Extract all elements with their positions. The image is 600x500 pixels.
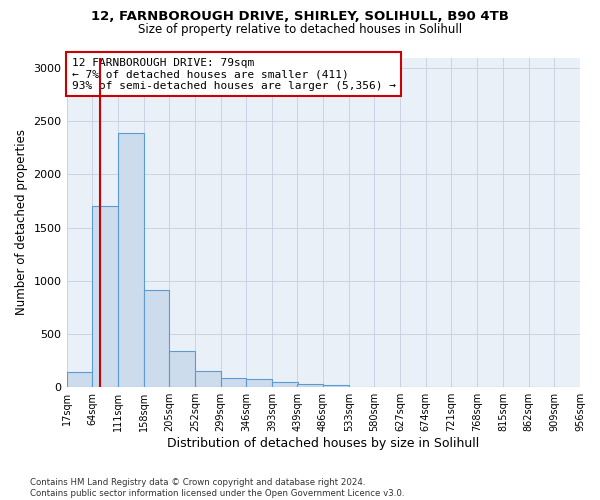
Text: 12, FARNBOROUGH DRIVE, SHIRLEY, SOLIHULL, B90 4TB: 12, FARNBOROUGH DRIVE, SHIRLEY, SOLIHULL… xyxy=(91,10,509,23)
Y-axis label: Number of detached properties: Number of detached properties xyxy=(15,130,28,316)
Text: Size of property relative to detached houses in Solihull: Size of property relative to detached ho… xyxy=(138,22,462,36)
X-axis label: Distribution of detached houses by size in Solihull: Distribution of detached houses by size … xyxy=(167,437,479,450)
Bar xyxy=(143,290,169,387)
Bar xyxy=(323,386,349,387)
Bar xyxy=(195,370,221,387)
Bar xyxy=(297,384,323,387)
Bar xyxy=(349,386,374,387)
Bar xyxy=(67,372,92,387)
Text: 12 FARNBOROUGH DRIVE: 79sqm
← 7% of detached houses are smaller (411)
93% of sem: 12 FARNBOROUGH DRIVE: 79sqm ← 7% of deta… xyxy=(71,58,395,90)
Bar xyxy=(169,351,195,387)
Text: Contains HM Land Registry data © Crown copyright and database right 2024.
Contai: Contains HM Land Registry data © Crown c… xyxy=(30,478,404,498)
Bar xyxy=(272,382,298,387)
Bar xyxy=(221,378,247,387)
Bar xyxy=(247,378,272,387)
Bar xyxy=(118,133,143,387)
Bar xyxy=(92,206,118,387)
